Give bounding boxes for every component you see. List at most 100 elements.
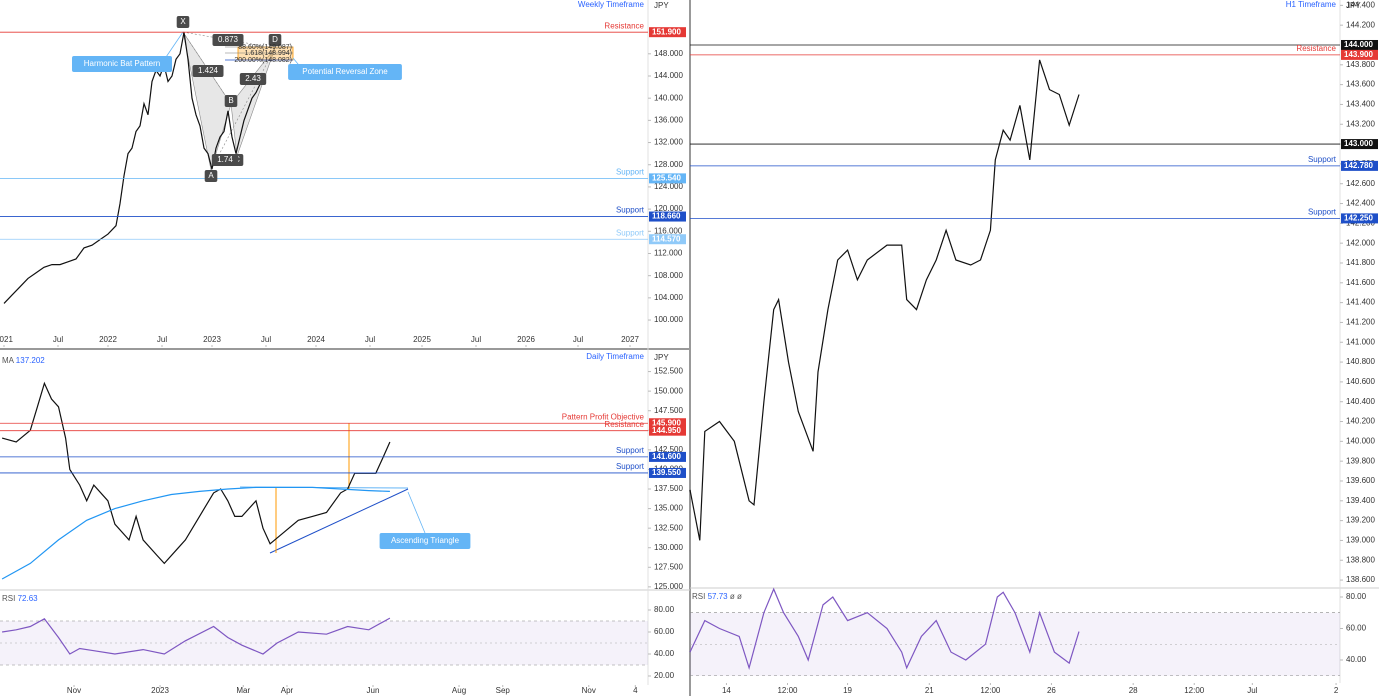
indicator-value: 72.63 [18,594,39,603]
y-tick-label: 141.600 [1346,278,1375,287]
point-tag [239,73,267,85]
y-tick-label: 139.600 [1346,476,1375,485]
callout-label: Harmonic Bat Pattern [84,59,160,68]
x-tick-label: Aug [452,686,466,695]
y-tick-label: 141.400 [1346,298,1375,307]
y-tick-label: 152.500 [654,367,683,376]
indicator-value: 137.202 [16,356,45,365]
point-tag [212,34,244,46]
axis-title: JPY [654,1,669,10]
x-tick-label: 2 [1334,686,1339,695]
price-tag [649,211,686,222]
price-line [689,587,1080,671]
callout-label: Ascending Triangle [391,536,460,545]
y-tick-label: 139.800 [1346,456,1375,465]
y-tick-label: 127.500 [654,562,683,571]
price-tag [649,451,686,462]
price-tag [649,173,686,184]
price-tag-label: 143.900 [1344,50,1373,59]
y-tick-label: 147.500 [654,406,683,415]
y-tick-label: 20.00 [654,671,675,680]
y-tick-label: 132.000 [654,138,683,147]
x-tick-label: Jun [367,686,380,695]
fib-label: 200.00%(148.082) [234,57,292,64]
point-tag-label: 0.873 [218,35,239,44]
x-tick-label: Nov [67,686,81,695]
price-tag-label: 142.250 [1344,214,1373,223]
y-tick-label: 142.600 [1346,179,1375,188]
x-tick-label: 28 [1129,686,1138,695]
y-tick-label: 139.400 [1346,496,1375,505]
price-tag-label: 144.000 [1344,40,1373,49]
fib-label: 1.618(148.994) [245,50,292,57]
level-label: Resistance [604,420,644,429]
x-tick-label: 2023 [203,335,221,344]
point-tag [204,170,218,182]
x-tick-label: Nov [582,686,596,695]
x-tick-label: 19 [843,686,852,695]
x-tick-label: Jul [365,335,375,344]
y-tick-label: 148.000 [654,49,683,58]
x-tick-label: 2027 [621,335,639,344]
x-tick-label: 2025 [413,335,431,344]
indicator-name: RSI [692,592,705,601]
x-tick-label: Jul [157,335,167,344]
timeframe-title: Daily Timeframe [586,352,644,361]
y-tick-label: 142.500 [654,445,683,454]
indicator-value: 57.73 [708,592,729,601]
indicator-extra: ø ø [730,592,742,601]
level-label: Support [616,228,645,237]
callout-label: Potential Reversal Zone [302,67,388,76]
y-tick-label: 40.00 [1346,655,1367,664]
point-tag-label: B [228,96,233,105]
point-tag-label: 2.43 [245,74,261,83]
price-tag [1341,213,1378,224]
price-line [2,617,391,655]
x-tick-label: 26 [1047,686,1056,695]
price-line [1,486,390,580]
price-tag-label: 144.950 [652,426,681,435]
price-tag-label: 143.000 [1344,139,1373,148]
y-tick-label: 108.000 [654,271,683,280]
y-tick-label: 140.000 [654,93,683,102]
y-tick-label: 141.800 [1346,258,1375,267]
y-tick-label: 142.000 [1346,238,1375,247]
y-tick-label: 125.000 [654,582,683,591]
level-label: Resistance [604,21,644,30]
price-line [1,381,391,565]
y-tick-label: 150.000 [654,386,683,395]
indicator-name: RSI [2,594,15,603]
axis-title: JPY [654,353,669,362]
y-tick-label: 100.000 [654,315,683,324]
timeframe-title: Weekly Timeframe [578,0,645,9]
point-tag [224,95,238,107]
indicator-name: MA [2,356,15,365]
x-tick-label: Jul [471,335,481,344]
price-tag-label: 142.780 [1344,161,1373,170]
x-tick-label: 2021 [0,335,13,344]
axis-title: JPY [1346,1,1361,10]
point-tag-label: A [208,171,214,180]
x-tick-label: 4 [633,686,638,695]
y-tick-label: 104.000 [654,293,683,302]
y-tick-label: 140.400 [1346,397,1375,406]
level-label: Support [1308,155,1337,164]
price-line [689,59,1080,541]
y-tick-label: 141.200 [1346,318,1375,327]
point-tag [176,16,190,28]
x-tick-label: Jul [573,335,583,344]
x-tick-label: 2022 [99,335,117,344]
x-tick-label: 14 [722,686,731,695]
y-tick-label: 140.000 [1346,436,1375,445]
y-tick-label: 136.000 [654,115,683,124]
x-tick-label: 2024 [307,335,325,344]
y-tick-label: 141.000 [1346,337,1375,346]
y-tick-label: 139.000 [1346,536,1375,545]
y-tick-label: 124.000 [654,182,683,191]
point-tag-label: 1.424 [198,66,219,75]
x-tick-label: 12:00 [777,686,798,695]
price-tag-label: 141.600 [652,452,681,461]
x-tick-label: 2023 [151,686,169,695]
level-label: Support [616,462,645,471]
